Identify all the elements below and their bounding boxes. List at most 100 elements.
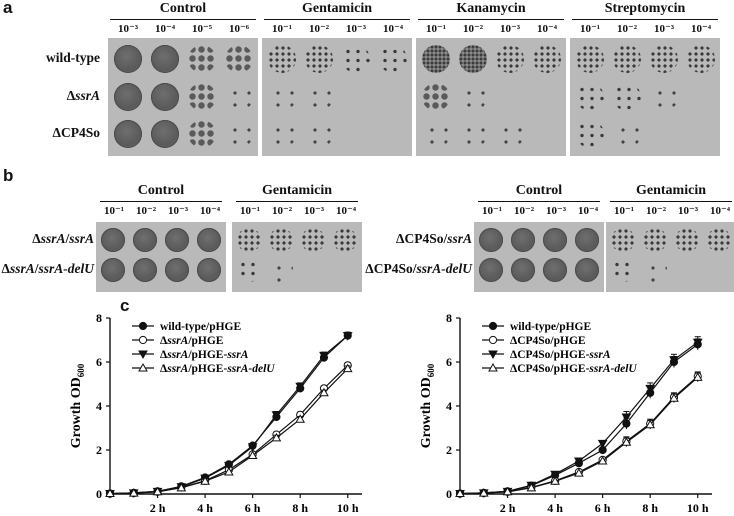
data-point	[478, 488, 489, 497]
data-point	[692, 372, 703, 381]
dilution-label: 10⁻¹	[271, 23, 293, 35]
colony-spot	[305, 83, 333, 111]
colony-spot	[268, 45, 296, 73]
data-point	[488, 362, 498, 372]
y-tick-label: 2	[96, 443, 102, 457]
data-point	[200, 476, 210, 485]
x-tick-label: 10 h	[687, 501, 709, 515]
dilution-label: 10⁻¹	[579, 23, 601, 35]
colony-spot	[533, 45, 561, 73]
header-underline	[610, 201, 732, 202]
colony-spot	[496, 45, 524, 73]
dilution-label: 10⁻⁴	[335, 205, 357, 217]
dilution-label: 10⁻³	[653, 23, 675, 35]
y-tick-label: 6	[96, 355, 102, 369]
dilution-label: 10⁻⁶	[228, 23, 250, 35]
colony-spot	[422, 83, 450, 111]
x-tick-label: 2 h	[500, 501, 516, 515]
dilution-label: 10⁻³	[345, 23, 367, 35]
dilution-label: 10⁻⁴	[154, 23, 176, 35]
dilution-label: 10⁻²	[513, 205, 535, 217]
y-tick-label: 8	[446, 311, 452, 325]
colony-spot	[114, 120, 142, 148]
dilution-label: 10⁻²	[308, 23, 330, 35]
colony-spot	[101, 258, 125, 282]
agar-plate	[108, 38, 258, 156]
dilution-label: 10⁻⁴	[199, 205, 221, 217]
x-tick-label: 6 h	[595, 501, 611, 515]
colony-spot	[268, 83, 296, 111]
colony-spot	[133, 228, 157, 252]
x-tick-label: 4 h	[197, 501, 213, 515]
colony-spot	[268, 120, 296, 148]
dilution-label: 10⁻³	[303, 205, 325, 217]
data-point	[621, 413, 632, 423]
y-tick-label: 0	[446, 487, 452, 501]
colony-spot	[511, 228, 535, 252]
panel-b-letter: b	[3, 166, 14, 185]
data-point	[342, 363, 353, 373]
colony-spot	[101, 228, 125, 252]
strain-label: wild-type	[46, 50, 100, 65]
colony-spot	[511, 258, 535, 282]
plate-header: Gentamicin	[636, 183, 706, 198]
strain-label: ΔCP4So/ssrA	[396, 231, 472, 246]
colony-spot	[225, 83, 253, 111]
colony-spot	[611, 258, 635, 282]
data-point	[550, 476, 560, 485]
colony-spot	[133, 258, 157, 282]
colony-spot	[479, 258, 503, 282]
data-point	[645, 384, 656, 394]
header-underline	[572, 19, 718, 20]
colony-spot	[613, 45, 641, 73]
colony-spot	[151, 45, 179, 73]
data-point	[597, 455, 608, 465]
dilution-label: 10⁻²	[462, 23, 484, 35]
growth-chart-CP4So: 0 2 4 6 8 2 h 4 h 6 h 8 h 10 h Growth OD600 wild-ty…	[420, 311, 712, 515]
growth-chart-ssrA: 0 2 4 6 8 2 h 4 h 6 h 8 h 10 h Growth OD600 wild-ty…	[70, 311, 362, 515]
plate-header: Control	[137, 183, 185, 198]
dilution-label: 10⁻⁴	[709, 205, 731, 217]
strain-label: ΔssrA/ssrA	[32, 231, 94, 246]
x-tick-label: 8 h	[292, 501, 308, 515]
legend-label: wild-type/pHGE	[510, 321, 591, 333]
x-tick-label: 8 h	[642, 501, 658, 515]
colony-spot	[151, 83, 179, 111]
data-point	[224, 466, 234, 476]
legend: wild-type/pHGE ΔssrA/pHGE ΔssrA/pHGE-ssrA Δ…	[132, 321, 275, 375]
data-point	[138, 350, 148, 360]
dilution-label: 10⁻³	[499, 23, 521, 35]
colony-spot	[188, 120, 216, 148]
colony-spot	[543, 228, 567, 252]
series-1	[455, 371, 702, 498]
data-point	[488, 350, 498, 360]
dilution-label: 10⁻³	[677, 205, 699, 217]
data-point	[645, 419, 656, 429]
y-axis-label: Growth OD600	[70, 363, 86, 448]
data-point	[692, 338, 703, 348]
data-point	[550, 470, 560, 480]
header-underline	[236, 201, 358, 202]
dilution-label: 10⁻³	[167, 205, 189, 217]
y-tick-label: 0	[96, 487, 102, 501]
data-point	[488, 335, 498, 345]
data-point	[295, 414, 306, 423]
x-tick-label: 2 h	[150, 501, 166, 515]
data-point	[621, 437, 632, 446]
data-point	[152, 486, 163, 496]
x-tick-label: 10 h	[337, 501, 359, 515]
colony-spot	[675, 228, 699, 252]
colony-spot	[650, 45, 678, 73]
dilution-label: 10⁻¹	[481, 205, 503, 217]
legend-label: ΔCP4So/pHGE	[510, 335, 586, 347]
colony-spot	[197, 228, 221, 252]
agar-plate	[606, 222, 734, 292]
agar-plate	[570, 38, 720, 156]
colony-spot	[422, 120, 450, 148]
data-point	[247, 450, 258, 459]
plate-header: Control	[515, 183, 563, 198]
colony-spot	[188, 45, 216, 73]
colony-spot	[269, 228, 293, 252]
y-tick-label: 2	[446, 443, 452, 457]
colony-spot	[687, 45, 715, 73]
